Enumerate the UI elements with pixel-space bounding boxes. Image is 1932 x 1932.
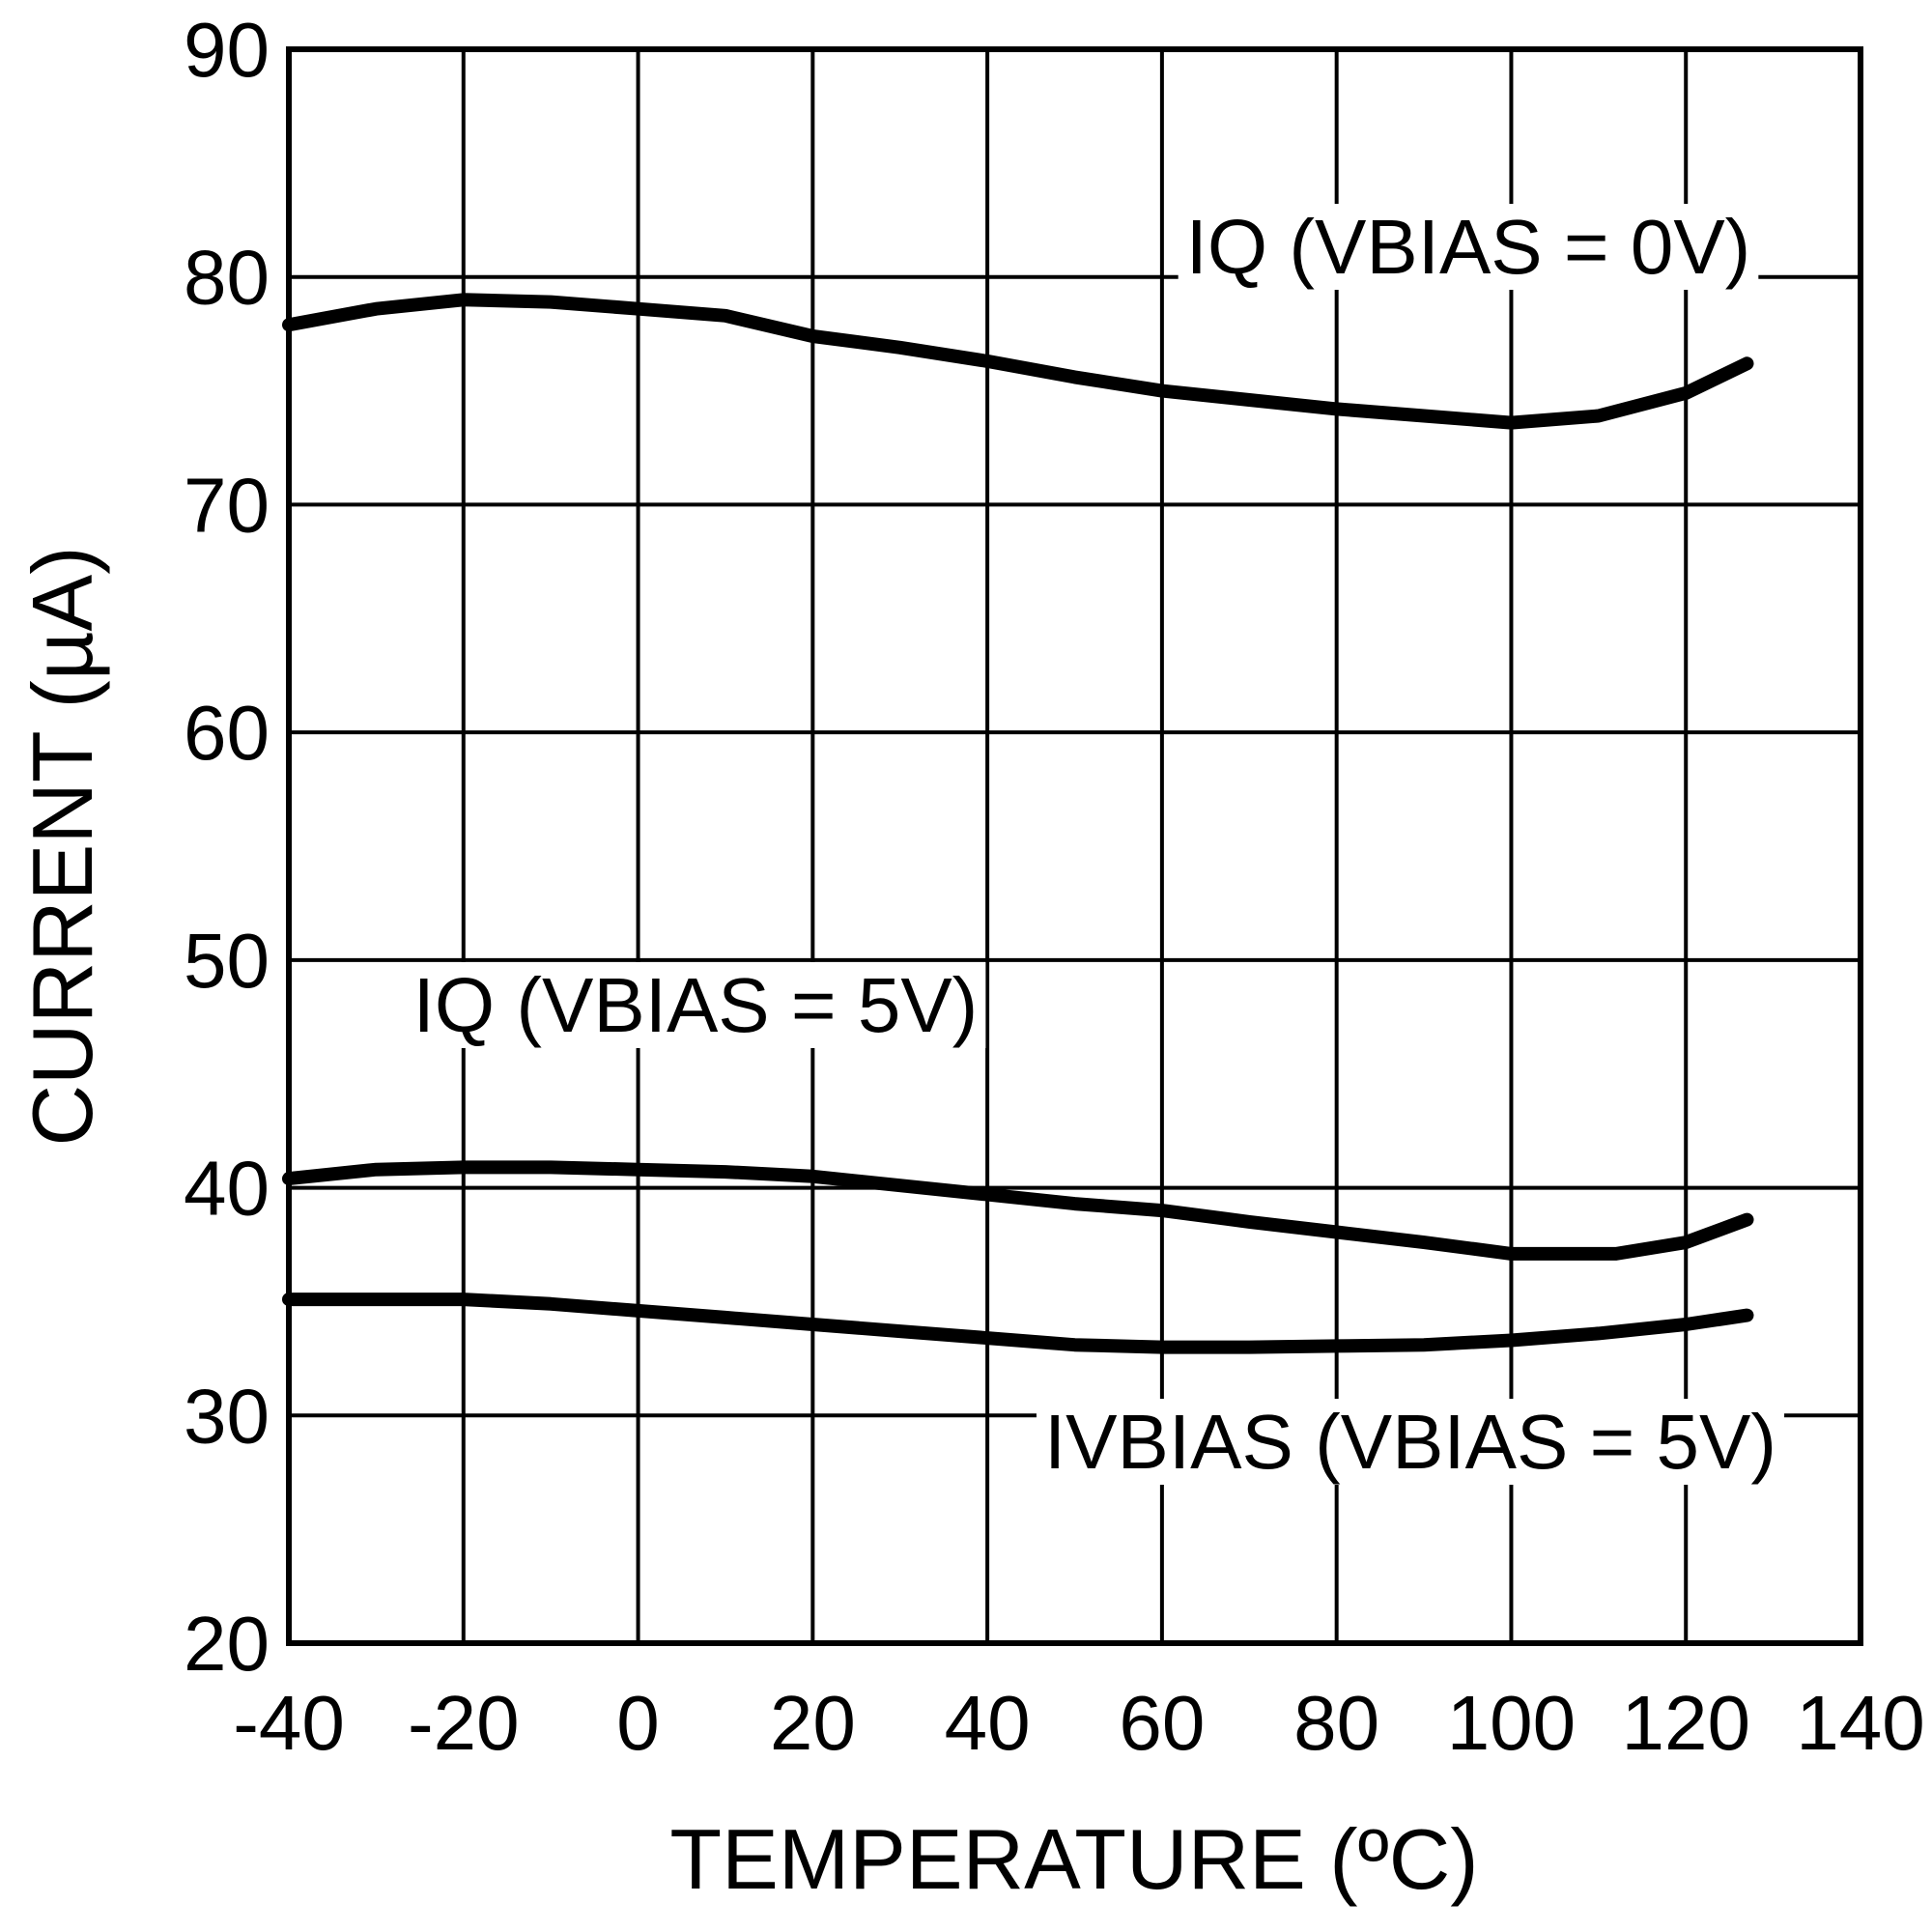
y-tick-label: 90 — [184, 7, 270, 93]
x-axis-label: TEMPERATURE (ºC) — [669, 1811, 1478, 1907]
y-tick-label: 60 — [184, 690, 270, 776]
series-label-background — [1178, 204, 1759, 290]
y-tick-label: 80 — [184, 235, 270, 321]
series-line — [282, 1293, 1754, 1354]
x-tick-label: 40 — [945, 1680, 1031, 1766]
plot-frame — [286, 46, 1863, 1646]
series-lines — [282, 293, 1754, 1354]
y-tick-label: 30 — [184, 1373, 270, 1459]
series-line — [282, 293, 1754, 430]
series-label: IQ (VBIAS = 5V) — [413, 962, 979, 1048]
x-tick-label: 0 — [616, 1680, 660, 1766]
y-tick-label: 20 — [184, 1601, 270, 1687]
x-tick-label: 60 — [1119, 1680, 1205, 1766]
x-tick-label: 140 — [1796, 1680, 1924, 1766]
y-tick-label: 40 — [184, 1146, 270, 1232]
y-tick-label: 70 — [184, 462, 270, 548]
x-tick-label: 120 — [1621, 1680, 1749, 1766]
x-tick-label: 20 — [770, 1680, 856, 1766]
x-tick-label: -40 — [233, 1680, 345, 1766]
series-label-background — [1036, 1399, 1785, 1485]
x-tick-label: 80 — [1293, 1680, 1379, 1766]
tick-labels: -40 -20 0 20 40 60 80 100 120 140 20 30 40 50 60 70 80 90 — [184, 7, 1925, 1766]
series-label: IQ (VBIAS = 0V) — [1186, 204, 1751, 290]
y-axis-label: CURRENT (µA) — [14, 546, 110, 1146]
series-label-background — [405, 962, 986, 1048]
series-label: IVBIAS (VBIAS = 5V) — [1044, 1399, 1776, 1485]
x-tick-label: 100 — [1447, 1680, 1576, 1766]
x-tick-label: -20 — [408, 1680, 520, 1766]
y-tick-label: 50 — [184, 918, 270, 1004]
series-labels: IQ (VBIAS = 0V) IQ (VBIAS = 5V) IVBIAS (VB… — [405, 204, 1785, 1485]
series-line — [282, 1160, 1754, 1261]
